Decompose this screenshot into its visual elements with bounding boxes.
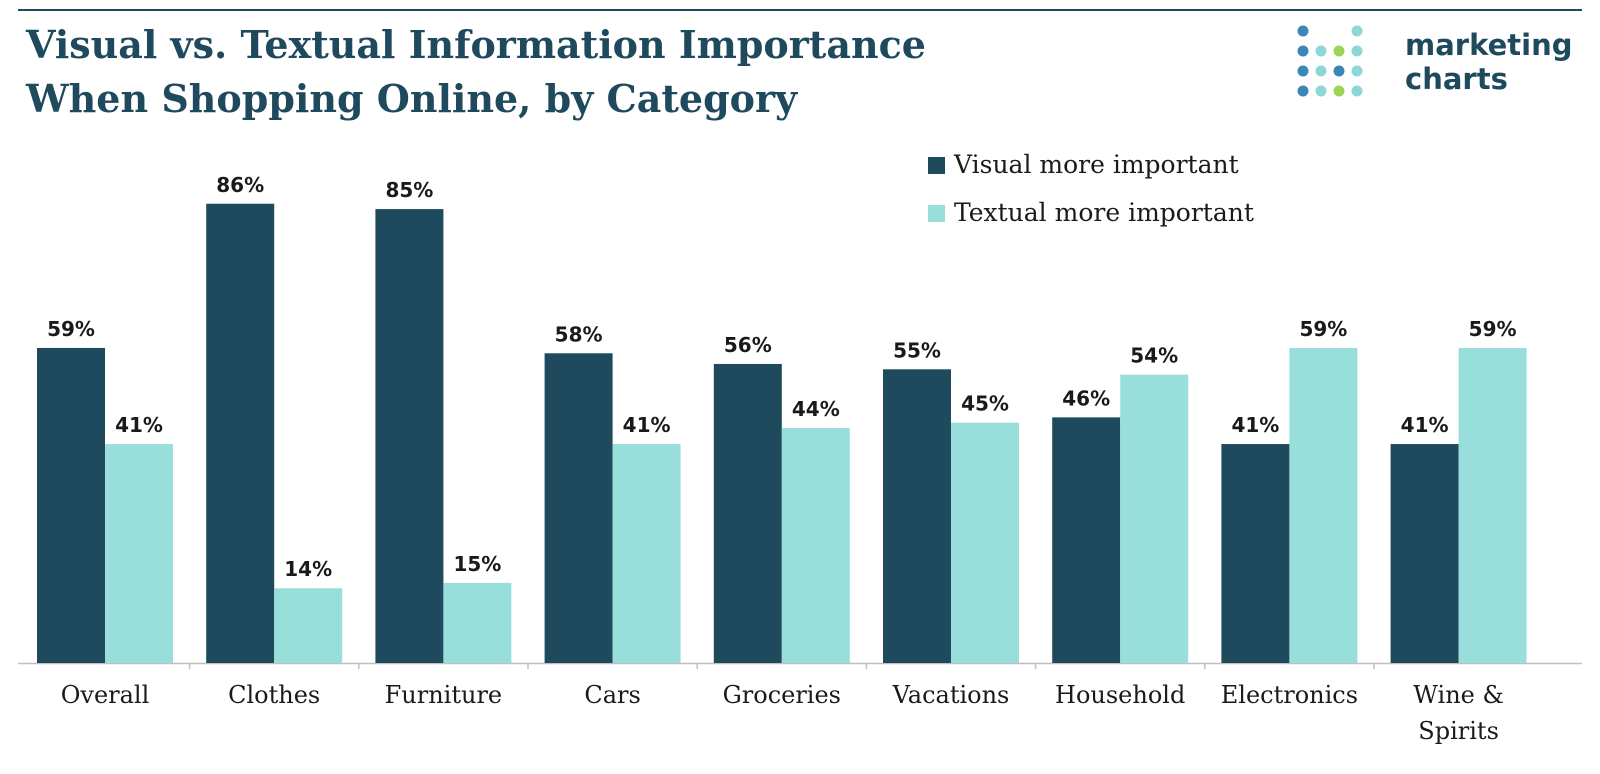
data-label: 85% [385, 178, 433, 202]
logo-text-line-1: marketing [1405, 28, 1573, 62]
category-label: Groceries [723, 681, 841, 709]
logo-dot [1351, 45, 1363, 57]
bar-visual [206, 203, 275, 663]
logo-text-line-2: charts [1405, 62, 1508, 96]
legend-label-visual: Visual more important [954, 150, 1239, 179]
marketing-charts-logo-icon [1297, 25, 1363, 97]
logo-dot [1333, 45, 1345, 57]
bar-visual [1221, 444, 1290, 663]
bar-visual [1390, 444, 1459, 663]
bar-textual [781, 428, 850, 663]
data-label: 86% [216, 173, 264, 197]
chart-title-line-2: When Shopping Online, by Category [26, 76, 798, 121]
logo-dot [1351, 25, 1363, 37]
bar-textual [105, 444, 173, 663]
legend: Visual more important Textual more impor… [928, 148, 1254, 244]
logo-text: marketing charts [1405, 28, 1572, 96]
logo-dot [1351, 85, 1363, 97]
category-label: Wine & [1413, 681, 1504, 709]
logo-dot [1315, 85, 1327, 97]
data-label: 55% [893, 338, 941, 362]
top-rule [18, 9, 1582, 11]
data-label: 59% [47, 317, 95, 341]
data-label: 41% [1401, 413, 1449, 437]
data-label: 15% [453, 552, 501, 576]
bar-visual [37, 347, 105, 663]
bar-textual [274, 588, 343, 663]
data-label: 41% [115, 413, 163, 437]
category-label: Spirits [1418, 717, 1499, 745]
data-label: 14% [284, 557, 332, 581]
legend-item-visual: Visual more important [928, 148, 1254, 196]
logo-dot [1297, 25, 1309, 37]
data-label: 59% [1469, 317, 1517, 341]
category-label: Electronics [1221, 681, 1358, 709]
category-label: Clothes [228, 681, 320, 709]
category-label: Overall [61, 681, 150, 709]
category-label: Household [1055, 681, 1185, 709]
bar-textual [443, 582, 512, 663]
data-label: 54% [1130, 344, 1178, 368]
bar-visual [883, 369, 951, 663]
category-label: Cars [584, 681, 640, 709]
logo-dot [1351, 65, 1363, 77]
bar-textual [1458, 347, 1527, 663]
logo-dot [1315, 45, 1327, 57]
data-label: 41% [1231, 413, 1279, 437]
data-label: 44% [792, 397, 840, 421]
data-label: 58% [555, 322, 603, 346]
logo-dot [1297, 85, 1309, 97]
bar-visual [713, 363, 782, 663]
logo-dot [1333, 85, 1345, 97]
bar-visual [544, 353, 613, 663]
data-label: 41% [623, 413, 671, 437]
chart-title-line-1: Visual vs. Textual Information Importanc… [26, 22, 926, 67]
bar-textual [612, 444, 681, 663]
data-label: 46% [1062, 386, 1110, 410]
data-label: 59% [1299, 317, 1347, 341]
category-label: Vacations [892, 681, 1010, 709]
data-label: 45% [961, 392, 1009, 416]
chart-title: Visual vs. Textual Information Importanc… [26, 18, 926, 126]
bar-visual [1052, 417, 1121, 663]
bar-textual [1289, 347, 1358, 663]
legend-label-textual: Textual more important [954, 198, 1254, 227]
bar-textual [951, 422, 1019, 663]
logo-dot [1297, 65, 1309, 77]
legend-item-textual: Textual more important [928, 196, 1254, 244]
logo-dot [1297, 45, 1309, 57]
logo-dot [1315, 65, 1327, 77]
legend-swatch-visual [928, 157, 945, 174]
bar-textual [1120, 374, 1189, 663]
legend-swatch-textual [928, 205, 945, 222]
bar-visual [375, 209, 444, 663]
category-label: Furniture [385, 681, 503, 709]
logo-dot [1333, 65, 1345, 77]
data-label: 56% [724, 333, 772, 357]
